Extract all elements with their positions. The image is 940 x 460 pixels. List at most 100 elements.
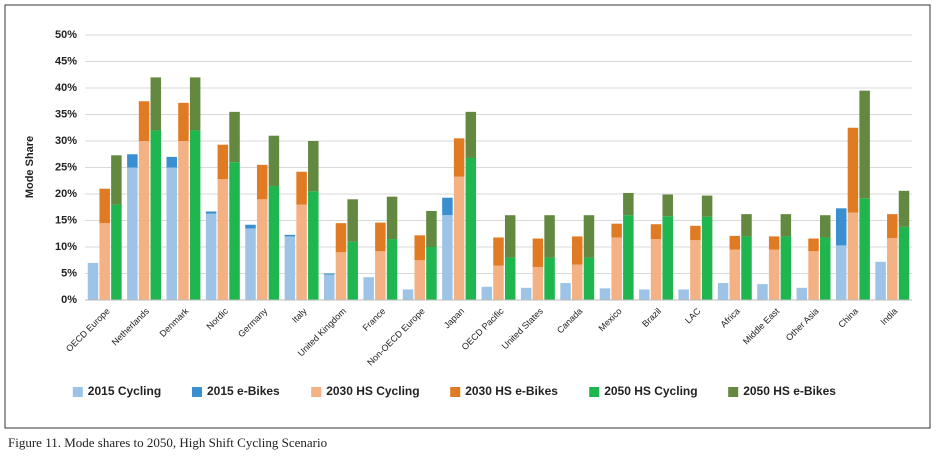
x-tick-label: Germany (236, 306, 270, 340)
bar-segment (662, 216, 673, 300)
bar-segment (453, 138, 465, 177)
bar-segment (217, 179, 229, 300)
bar-segment (335, 223, 347, 253)
y-tick-label: 15% (55, 214, 77, 226)
x-tick-label: India (879, 306, 900, 327)
legend-swatch (589, 387, 600, 397)
bar-segment (205, 213, 217, 300)
bar-segment (386, 239, 398, 300)
bar-segment (583, 215, 595, 258)
bar-segment (402, 289, 414, 300)
x-tick-label: Middle East (741, 306, 782, 347)
bar-segment (898, 190, 910, 227)
bar-segment (701, 195, 713, 217)
legend-label: 2030 HS e-Bikes (465, 384, 558, 398)
bar-segment (166, 156, 178, 168)
bar-segment (453, 176, 465, 300)
bar-segment (808, 238, 819, 252)
bar-segment (819, 215, 831, 238)
y-tick-label: 50% (55, 29, 77, 41)
legend-swatch (450, 387, 461, 397)
bar-segment (572, 236, 583, 265)
bar-segment (87, 262, 99, 300)
x-tick-label: Canada (555, 306, 584, 335)
bar-segment (375, 251, 386, 300)
bar-segment (386, 196, 398, 240)
bar-segment (493, 265, 504, 300)
bar-segment (166, 167, 178, 300)
bar-segment (127, 154, 138, 168)
bar-segment (887, 237, 898, 300)
legend-swatch (311, 387, 322, 397)
x-tick-label: Nordic (204, 306, 230, 332)
legend-label: 2030 HS Cycling (326, 384, 419, 398)
x-tick-label: Brazil (640, 306, 663, 329)
bar-segment (690, 225, 701, 241)
y-tick-label: 20% (55, 188, 77, 200)
bar-segment (572, 264, 583, 300)
x-tick-label: OECD Europe (64, 306, 112, 354)
bar-segment (639, 289, 650, 300)
bar-segment (150, 130, 162, 300)
bar-segment (808, 251, 819, 300)
bar-segment (296, 171, 307, 205)
bar-segment (324, 273, 335, 275)
x-tick-label: Italy (290, 306, 309, 325)
y-tick-label: 35% (55, 108, 77, 120)
legend-label: 2015 e-Bikes (207, 384, 280, 398)
bar-segment (678, 289, 689, 300)
bar-segment (717, 283, 729, 300)
x-tick-label: LAC (683, 306, 703, 326)
bar-segment (768, 236, 780, 250)
bar-segment (560, 283, 571, 300)
bar-segment (611, 237, 622, 300)
bar-segment (650, 239, 662, 300)
bar-segment (127, 167, 138, 300)
bar-segment (245, 224, 256, 229)
bar-segment (138, 101, 150, 141)
bar-segment (256, 164, 268, 200)
bar-segment (217, 144, 229, 180)
bar-segment (780, 236, 792, 300)
bar-segment (768, 249, 780, 300)
bar-segment (898, 226, 910, 300)
legend-label: 2015 Cycling (88, 384, 161, 398)
x-tick-label: France (361, 306, 388, 333)
bar-segment (690, 240, 701, 300)
bar-segment (835, 245, 847, 300)
bar-segment (780, 214, 792, 237)
bar-segment (442, 215, 453, 300)
bar-segment (729, 249, 741, 300)
bar-segment (465, 111, 477, 158)
bar-segment (701, 216, 713, 300)
bar-segment (268, 135, 280, 187)
caption: Figure 11. Mode shares to 2050, High Shi… (8, 435, 327, 450)
bar-segment (284, 234, 296, 237)
bar-segment (859, 198, 870, 300)
bar-segment (308, 191, 319, 300)
bar-segment (335, 252, 347, 300)
bar-segment (819, 237, 831, 300)
x-tick-label: OECD Pacific (460, 306, 506, 352)
bar-segment (138, 141, 150, 300)
x-tick-label: Netherlands (110, 306, 152, 348)
bar-segment (229, 111, 240, 163)
bar-segment (256, 199, 268, 300)
bar-segment (493, 237, 504, 266)
chart-frame (4, 4, 931, 429)
y-tick-label: 40% (55, 82, 77, 94)
bar-segment (284, 236, 296, 300)
bar-segment (426, 247, 437, 300)
legend-label: 2050 HS e-Bikes (743, 384, 836, 398)
bar-segment (229, 162, 240, 300)
bar-segment (504, 215, 516, 258)
bar-segment (623, 215, 634, 300)
legend-swatch (72, 387, 83, 397)
bar-segment (308, 141, 319, 192)
bar-segment (414, 235, 425, 261)
bar-segment (729, 235, 741, 250)
bar-segment (887, 214, 898, 238)
bar-segment (532, 238, 544, 268)
